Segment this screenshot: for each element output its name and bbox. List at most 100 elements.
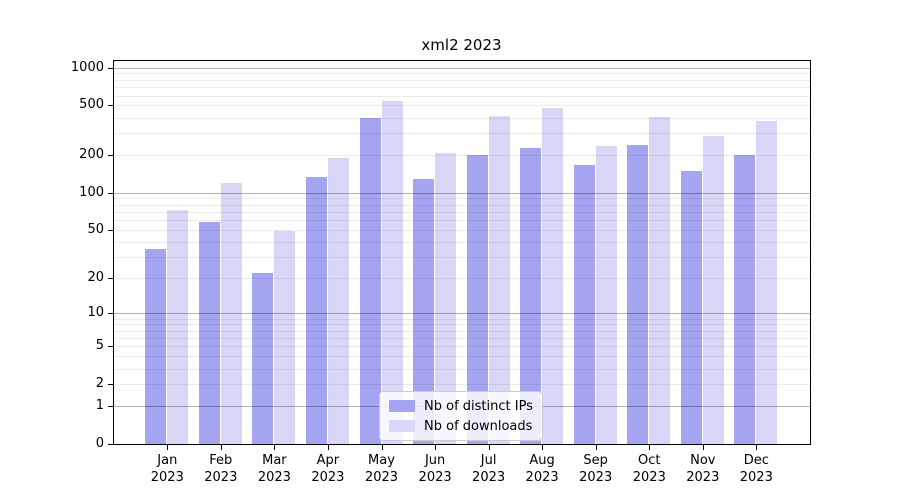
gridline-minor-9 (114, 318, 810, 320)
y-tick-1000 (108, 67, 113, 69)
legend-entry-downloads: Nb of downloads (389, 418, 533, 434)
bar-distinct-ips-may (359, 117, 381, 444)
x-tick-month: Sep (583, 453, 608, 468)
x-tick-month: Feb (209, 453, 233, 468)
x-tick-month: Apr (316, 453, 340, 468)
bar-distinct-ips-mar (252, 273, 274, 444)
x-tick-month: Dec (743, 453, 769, 468)
gridline-minor-4 (114, 356, 810, 358)
x-tick-year: 2023 (364, 470, 399, 485)
bar-downloads-sep (595, 145, 617, 444)
x-tick-oct (649, 445, 651, 450)
x-tick-jul (488, 445, 490, 450)
y-tick-label-2: 2 (95, 376, 104, 392)
gridline-minor-700 (114, 87, 810, 89)
legend-swatch-downloads (389, 420, 415, 432)
x-tick-label-apr: Apr 2023 (296, 452, 360, 486)
y-tick-100 (108, 192, 113, 194)
gridline-minor-400 (114, 117, 810, 119)
gridline-minor-2 (114, 384, 810, 386)
x-tick-label-may: May 2023 (350, 452, 414, 486)
gridline-minor-3 (114, 368, 810, 370)
x-tick-month: May (368, 453, 395, 468)
gridline-minor-30 (114, 257, 810, 258)
x-tick-jun (435, 445, 437, 450)
bar-downloads-may (381, 101, 403, 444)
gridline-minor-60 (114, 220, 810, 222)
gridline-minor-600 (114, 95, 810, 97)
y-tick-label-5: 5 (95, 338, 104, 354)
y-tick-label-100: 100 (79, 184, 104, 200)
gridline-minor-50 (114, 229, 810, 231)
y-tick-50 (108, 229, 113, 231)
gridline-minor-200 (114, 155, 810, 157)
x-tick-mar (274, 445, 276, 450)
gridline-minor-800 (114, 79, 810, 81)
x-tick-year: 2023 (579, 470, 613, 485)
x-tick-year: 2023 (204, 470, 238, 485)
y-tick-1 (108, 406, 113, 408)
y-tick-label-500: 500 (79, 97, 104, 113)
bar-downloads-aug (542, 108, 564, 444)
x-tick-year: 2023 (418, 470, 452, 485)
bar-distinct-ips-nov (680, 171, 702, 444)
x-tick-may (381, 445, 383, 450)
x-tick-year: 2023 (525, 470, 559, 485)
bar-distinct-ips-sep (573, 164, 595, 444)
bar-distinct-ips-jul (466, 155, 488, 444)
y-tick-label-10: 10 (87, 305, 104, 321)
bar-downloads-jan (167, 209, 189, 444)
x-tick-aug (542, 445, 544, 450)
bar-downloads-oct (649, 117, 671, 444)
y-tick-20 (108, 278, 113, 280)
bar-distinct-ips-dec (734, 155, 756, 444)
y-tick-label-200: 200 (79, 147, 104, 163)
x-tick-year: 2023 (311, 470, 345, 485)
y-tick-label-0: 0 (95, 436, 104, 451)
x-tick-nov (702, 445, 704, 450)
x-tick-year: 2023 (257, 470, 291, 485)
x-tick-year: 2023 (739, 470, 773, 485)
x-tick-label-feb: Feb 2023 (189, 452, 253, 486)
x-tick-month: Aug (529, 453, 555, 468)
bar-downloads-jul (488, 116, 510, 444)
x-tick-label-jan: Jan 2023 (135, 452, 199, 486)
gridline-minor-20 (114, 278, 810, 280)
legend-label-downloads: Nb of downloads (424, 418, 533, 434)
x-tick-label-jun: Jun 2023 (403, 452, 467, 486)
gridline-minor-7 (114, 330, 810, 332)
x-tick-jan (167, 445, 169, 450)
gridline-minor-8 (114, 324, 810, 326)
x-tick-month: Jun (424, 453, 446, 468)
legend: Nb of distinct IPs Nb of downloads (379, 391, 543, 441)
x-tick-month: Mar (262, 453, 287, 468)
x-tick-year: 2023 (632, 470, 666, 485)
legend-label-distinct-ips: Nb of distinct IPs (424, 398, 533, 414)
gridline-minor-90 (114, 198, 810, 200)
y-tick-500 (108, 105, 113, 107)
x-tick-label-aug: Aug 2023 (510, 452, 574, 486)
x-tick-month: Jul (480, 453, 497, 468)
x-tick-label-dec: Dec 2023 (724, 452, 788, 486)
bar-downloads-feb (220, 183, 242, 444)
bar-downloads-jun (435, 153, 457, 444)
x-tick-month: Oct (638, 453, 661, 468)
gridline-major-1000 (114, 67, 810, 69)
x-tick-year: 2023 (150, 470, 184, 485)
bars-layer (114, 61, 810, 444)
x-tick-label-mar: Mar 2023 (242, 452, 306, 486)
gridline-minor-300 (114, 133, 810, 135)
x-tick-year: 2023 (686, 470, 720, 485)
gridline-minor-80 (114, 204, 810, 206)
x-tick-month: Nov (690, 453, 716, 468)
gridline-major-10 (114, 313, 810, 315)
legend-entry-distinct-ips: Nb of distinct IPs (389, 398, 533, 414)
plot-area: 1000 500 200 100 50 20 10 5 2 1 0 Jan 2023 Feb 2023 Mar… (71, 60, 811, 485)
gridline-minor-900 (114, 73, 810, 75)
bar-distinct-ips-apr (305, 176, 327, 444)
bar-downloads-apr (327, 157, 349, 444)
x-tick-label-oct: Oct 2023 (617, 452, 681, 486)
bar-downloads-nov (702, 135, 724, 444)
gridline-minor-500 (114, 105, 810, 107)
x-tick-year: 2023 (472, 470, 506, 485)
